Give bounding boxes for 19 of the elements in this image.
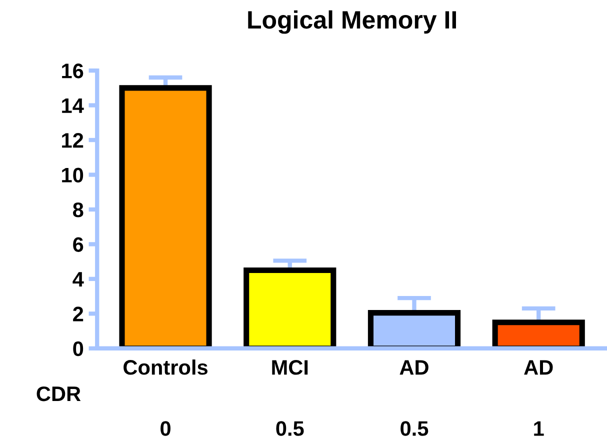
y-tick-label: 0 — [73, 341, 84, 356]
y-tick-label: 16 — [62, 64, 84, 78]
text: 0.5 — [276, 421, 304, 436]
y-tick-label: 12 — [62, 133, 84, 148]
x-tick-label: AD — [400, 360, 428, 375]
chart-title: Logical Memory II — [248, 10, 456, 34]
text: 0.5 — [400, 421, 428, 436]
text: 1 — [534, 421, 544, 436]
y-tick-label: 6 — [73, 237, 84, 252]
x-tick-label: AD — [524, 360, 553, 375]
y-tick-label: 14 — [62, 98, 84, 113]
text: 0 — [160, 421, 170, 436]
y-tick-label: 2 — [73, 306, 84, 322]
text: CDR — [36, 386, 81, 402]
y-tick-label: 8 — [73, 202, 84, 218]
y-tick-label: 4 — [72, 272, 84, 286]
x-tick-label: Controls — [124, 360, 208, 375]
x-tick-label: MCI — [272, 360, 308, 375]
y-tick-label: 10 — [62, 168, 84, 182]
